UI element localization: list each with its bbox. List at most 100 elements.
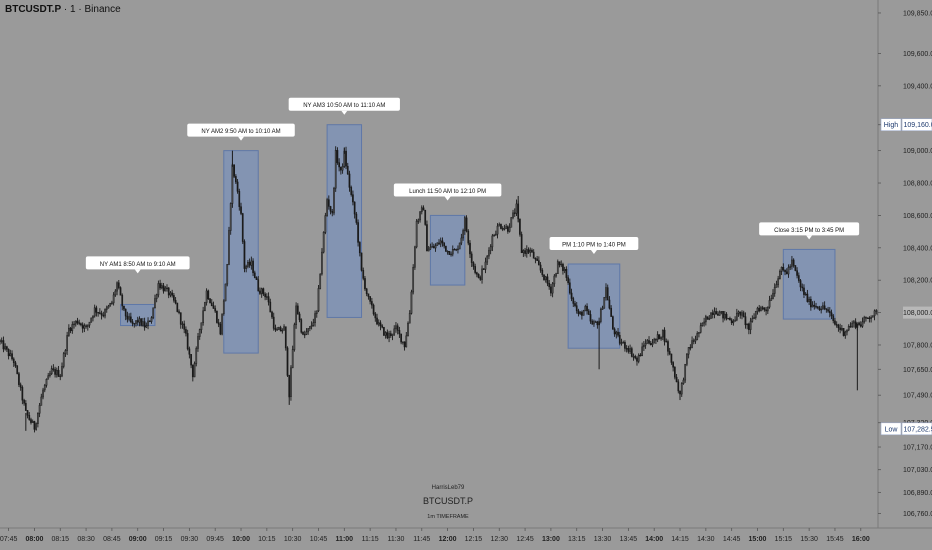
candle-body xyxy=(822,305,824,310)
candle-body xyxy=(457,248,459,251)
candle-body xyxy=(104,309,106,317)
candle-body xyxy=(9,353,12,357)
candle-body xyxy=(259,290,261,294)
candle-body xyxy=(314,313,316,323)
candle-body xyxy=(88,321,91,326)
candle-body xyxy=(734,319,736,322)
candle-body xyxy=(632,356,635,358)
candle-body xyxy=(160,285,163,289)
symbol-header[interactable]: BTCUSDT.P · 1 · Binance xyxy=(5,4,121,15)
candle-body xyxy=(513,212,516,214)
candle-body xyxy=(729,317,731,321)
candle-body xyxy=(341,166,344,171)
candle-body xyxy=(352,194,354,203)
candle-body xyxy=(57,369,60,377)
session-label: NY AM3 10:50 AM to 11:10 AM xyxy=(288,97,400,115)
candle-body xyxy=(30,419,32,423)
candle-body xyxy=(123,305,125,310)
candle-body xyxy=(212,305,215,309)
candle-body xyxy=(455,249,458,251)
candle-body xyxy=(26,410,29,416)
candle-body xyxy=(350,187,353,195)
candle-body xyxy=(272,316,275,329)
candle-body xyxy=(358,242,361,254)
candle-body xyxy=(708,318,711,320)
candle-body xyxy=(544,276,547,281)
candle-body xyxy=(384,332,387,336)
candle-body xyxy=(379,322,382,327)
candle-body xyxy=(706,316,709,320)
candle-body xyxy=(157,283,160,296)
time-tick-label: 12:00 xyxy=(439,536,457,543)
candle-body xyxy=(229,203,232,231)
candle-body xyxy=(618,335,621,344)
candle-body xyxy=(340,166,342,171)
candle-body xyxy=(166,287,168,289)
price-tick-label: 108,400.0 xyxy=(903,245,932,252)
candle-body xyxy=(283,326,285,331)
candle-body xyxy=(441,240,444,243)
candle-body xyxy=(348,173,351,188)
candle-body xyxy=(222,300,225,315)
candle-body xyxy=(744,316,747,326)
candle-body xyxy=(362,270,365,279)
candle-body xyxy=(408,313,411,324)
candle-body xyxy=(317,288,320,312)
candle-body xyxy=(689,347,692,349)
candle-body xyxy=(840,327,843,330)
candle-body xyxy=(80,323,82,326)
candle-body xyxy=(21,387,24,401)
candle-body xyxy=(445,245,447,252)
candle-body xyxy=(656,334,659,340)
session-label-pointer xyxy=(444,196,451,201)
candle-body xyxy=(825,308,828,310)
candle-body xyxy=(438,242,440,245)
candle-body xyxy=(692,340,695,342)
watermark-symbol: BTCUSDT.P xyxy=(423,496,473,506)
candle-body xyxy=(420,207,423,213)
candle-body xyxy=(622,342,625,344)
price-tick-label: 107,650.0 xyxy=(903,367,932,374)
time-tick-label: 15:00 xyxy=(749,536,767,543)
candle-body xyxy=(746,323,749,326)
candle-body xyxy=(369,296,371,302)
session-label: Lunch 11:50 AM to 12:10 PM xyxy=(393,183,502,201)
candle-body xyxy=(684,363,687,381)
candle-body xyxy=(501,228,504,230)
candle-body xyxy=(159,283,161,289)
candle-body xyxy=(486,255,489,263)
candle-body xyxy=(93,307,96,317)
marker-tag-bg xyxy=(880,118,902,132)
candle-body xyxy=(64,350,67,355)
candle-body xyxy=(550,286,552,294)
candle-body xyxy=(574,303,576,306)
candle-body xyxy=(754,311,757,318)
price-tick-label: 106,890.0 xyxy=(903,490,932,497)
candle-body xyxy=(388,333,390,339)
session-label-bg xyxy=(288,97,400,111)
candle-body xyxy=(291,349,294,369)
candle-body xyxy=(195,348,198,364)
session-label-bg xyxy=(549,237,639,250)
candle-body xyxy=(164,287,167,292)
session-label: NY AM1 8:50 AM to 9:10 AM xyxy=(85,256,190,274)
candle-body xyxy=(224,283,227,302)
candle-body xyxy=(715,311,718,315)
candle-body xyxy=(235,176,237,183)
candle-body xyxy=(24,403,27,411)
candle-body xyxy=(162,285,165,292)
candle-body xyxy=(472,262,475,267)
candle-body xyxy=(274,328,277,331)
candle-body xyxy=(71,324,74,332)
candles xyxy=(0,146,879,433)
candle-body xyxy=(198,329,201,337)
time-tick-label: 15:15 xyxy=(775,536,793,543)
candle-body xyxy=(68,327,70,336)
candle-body xyxy=(780,266,783,272)
candle-body xyxy=(648,340,650,344)
candle-body xyxy=(338,162,341,168)
candle-body xyxy=(326,199,328,216)
candle-body xyxy=(827,309,829,312)
